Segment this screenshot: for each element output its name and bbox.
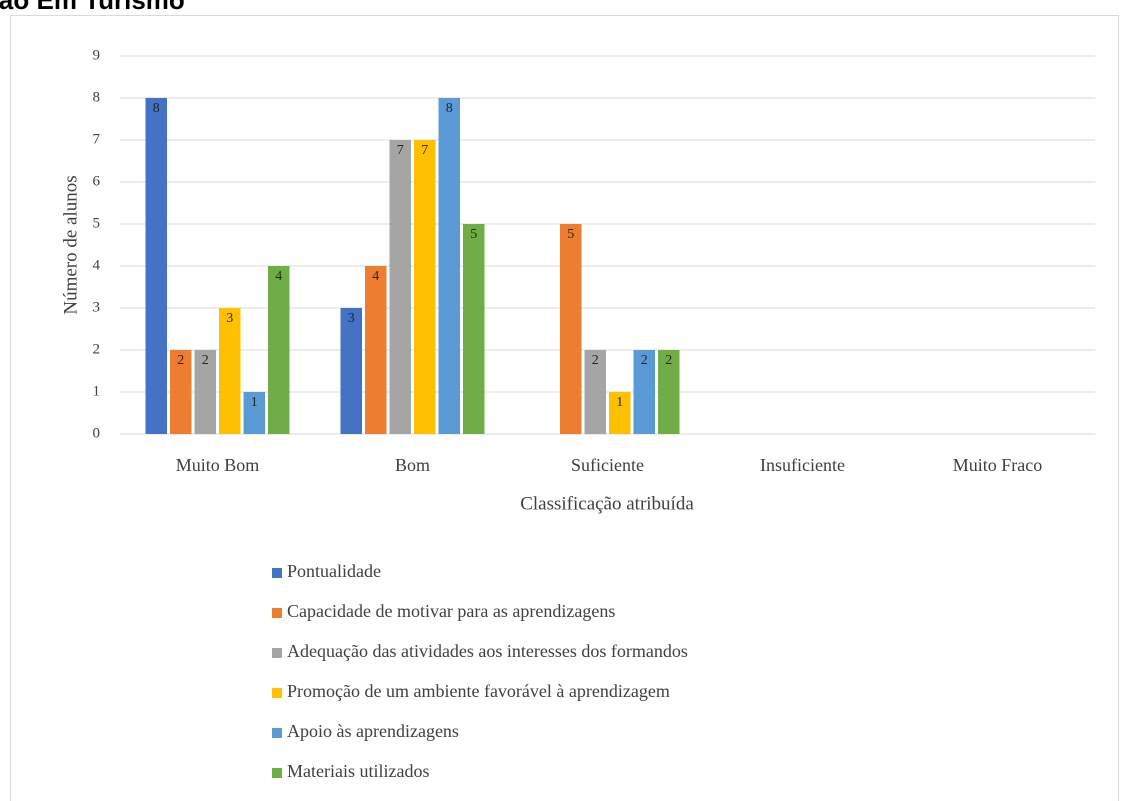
value-label: 2: [641, 353, 648, 368]
value-label: 4: [275, 269, 282, 284]
x-tick-label: Insuficiente: [760, 455, 845, 475]
value-label: 2: [592, 353, 599, 368]
value-label: 2: [202, 353, 209, 368]
value-label: 2: [665, 353, 672, 368]
y-axis-title: Número de alunos: [60, 175, 81, 314]
y-tick-label: 7: [93, 131, 101, 147]
bar: [219, 308, 241, 434]
bar: [243, 392, 265, 434]
y-tick-label: 0: [93, 425, 101, 441]
bar: [560, 224, 582, 434]
bar: [340, 308, 362, 434]
x-tick-label: Muito Bom: [176, 455, 260, 475]
x-tick-label: Suficiente: [571, 455, 644, 475]
legend-swatch: [272, 728, 282, 738]
bar: [194, 350, 216, 434]
legend-swatch: [272, 608, 282, 618]
y-tick-label: 4: [93, 257, 101, 273]
y-tick-label: 5: [93, 215, 101, 231]
bar: [438, 98, 460, 434]
legend-swatch: [272, 568, 282, 578]
value-label: 3: [226, 311, 233, 326]
y-tick-label: 8: [93, 89, 101, 105]
value-label: 1: [251, 395, 258, 410]
bar: [365, 266, 387, 434]
value-label: 5: [567, 227, 574, 242]
legend-swatch: [272, 648, 282, 658]
bar: [145, 98, 167, 434]
value-label: 2: [177, 353, 184, 368]
y-tick-label: 1: [93, 383, 101, 399]
bar: [268, 266, 290, 434]
bar: [389, 140, 411, 434]
x-axis-title: Classificação atribuída: [520, 493, 694, 514]
value-label: 7: [421, 143, 428, 158]
value-label: 5: [470, 227, 477, 242]
bar: [584, 350, 606, 434]
legend-label: Apoio às aprendizagens: [287, 721, 459, 741]
bar: [463, 224, 485, 434]
bar: [414, 140, 436, 434]
value-label: 4: [372, 269, 379, 284]
bar: [633, 350, 655, 434]
y-tick-label: 6: [93, 173, 101, 189]
x-tick-label: Bom: [395, 455, 430, 475]
value-label: 3: [348, 311, 355, 326]
legend-label: Promoção de um ambiente favorável à apre…: [287, 681, 670, 701]
bar: [170, 350, 192, 434]
bar: [609, 392, 631, 434]
value-label: 8: [446, 101, 453, 116]
value-label: 8: [153, 101, 160, 116]
legend-label: Pontualidade: [287, 561, 381, 581]
legend-label: Materiais utilizados: [287, 761, 429, 781]
page-header: ação Em Turismo: [0, 0, 185, 15]
x-tick-label: Muito Fraco: [953, 455, 1043, 475]
legend-label: Capacidade de motivar para as aprendizag…: [287, 601, 615, 621]
value-label: 7: [397, 143, 404, 158]
legend-label: Adequação das atividades aos interesses …: [287, 641, 688, 661]
y-tick-label: 9: [93, 47, 101, 63]
legend-swatch: [272, 768, 282, 778]
legend-swatch: [272, 688, 282, 698]
y-tick-label: 2: [93, 341, 101, 357]
y-tick-label: 3: [93, 299, 101, 315]
bar: [658, 350, 680, 434]
value-label: 1: [616, 395, 623, 410]
